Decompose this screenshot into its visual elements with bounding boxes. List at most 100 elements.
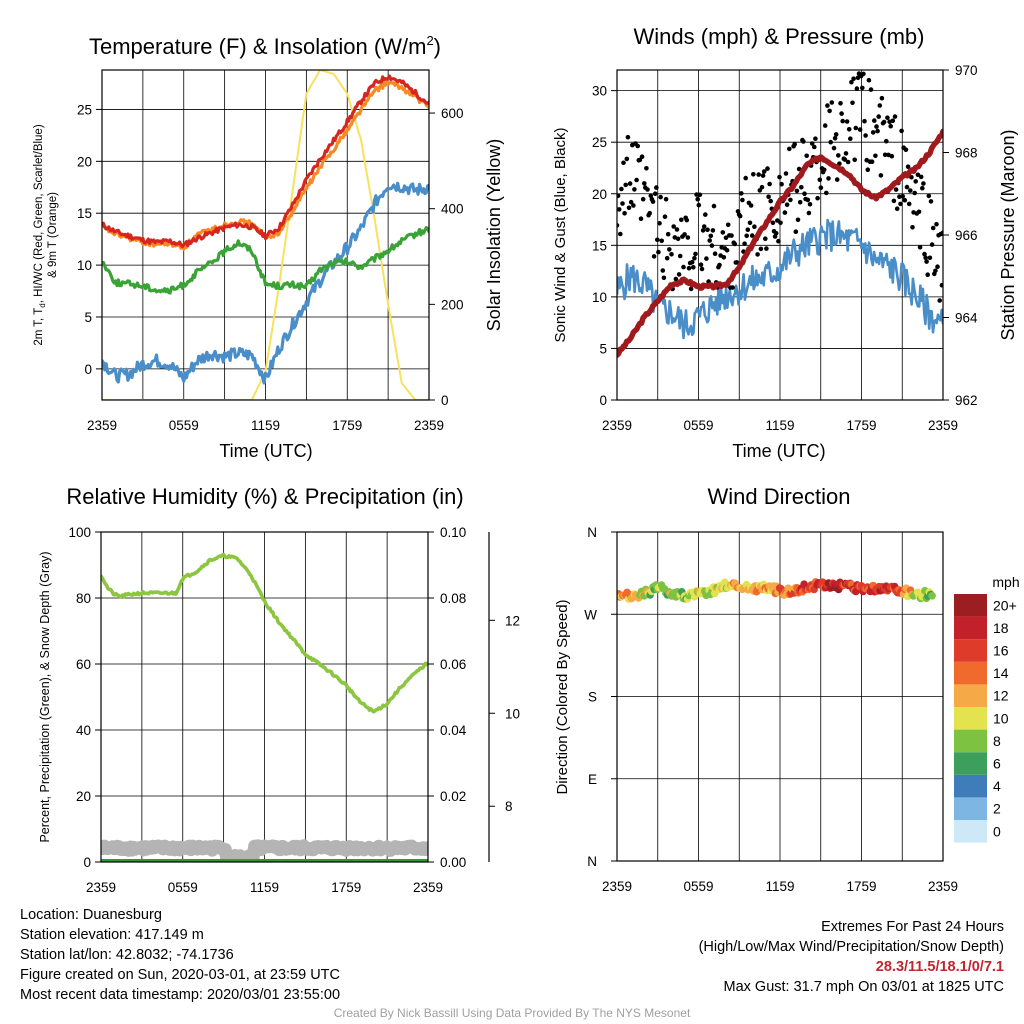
- gust-point: [802, 191, 807, 196]
- gust-point: [829, 100, 835, 105]
- gust-point: [854, 86, 860, 91]
- direction-x-tick-label: 0559: [683, 879, 713, 894]
- gust-point: [761, 169, 767, 174]
- gust-point: [784, 202, 790, 207]
- temperature-series-red: [102, 74, 429, 249]
- humidity-grid: [101, 532, 428, 862]
- gust-point: [765, 166, 770, 171]
- temperature-y-tick-label: 5: [84, 310, 92, 325]
- humidity-y2-tick-label: 0.06: [440, 657, 466, 672]
- gust-point: [912, 190, 917, 196]
- temperature-panel: Temperature (F) & Insolation (W/m2) 0 5 10…: [33, 33, 504, 461]
- gust-point: [637, 157, 643, 163]
- humidity-ylabel-left: Percent, Precipitation (Green), & Snow D…: [38, 551, 52, 842]
- gust-point: [822, 123, 828, 128]
- humidity-y-tick-label: 40: [76, 723, 91, 738]
- gust-point: [692, 255, 697, 261]
- gust-point: [767, 181, 772, 187]
- colorbar-swatch: [954, 594, 987, 617]
- humidity-x-tick-label: 0559: [168, 880, 198, 895]
- winds-series-maroon: [617, 128, 943, 358]
- humidity-series-snow: [101, 839, 428, 862]
- gust-point: [632, 187, 637, 192]
- colorbar-label: 12: [993, 688, 1009, 704]
- station-elevation: Station elevation: 417.149 m: [20, 927, 204, 943]
- temperature-y2-tick-label: 400: [441, 202, 464, 217]
- gust-point: [818, 185, 824, 190]
- gust-point: [671, 224, 676, 229]
- gust-point: [660, 268, 666, 273]
- temperature-ylabel-left-line2: & 9m T (Orange): [47, 192, 59, 278]
- gust-point: [836, 153, 841, 158]
- gust-point: [831, 145, 837, 151]
- direction-y-tick-label: S: [588, 690, 597, 705]
- gust-point: [703, 212, 708, 217]
- gust-point: [778, 220, 783, 226]
- gust-point: [711, 203, 717, 209]
- gust-point: [923, 255, 928, 260]
- gust-point: [748, 203, 754, 208]
- gust-point: [922, 251, 927, 257]
- gust-point: [894, 206, 900, 211]
- gust-point: [665, 231, 671, 237]
- temperature-x-tick-label: 2359: [87, 418, 117, 433]
- gust-point: [826, 176, 831, 181]
- gust-point: [691, 265, 696, 270]
- gust-point: [805, 197, 811, 203]
- gust-point: [743, 175, 748, 181]
- snow-depth-tick-label: 8: [505, 799, 513, 814]
- gust-point: [664, 255, 670, 261]
- winds-y2-tick-label: 966: [955, 228, 978, 243]
- gust-point: [817, 177, 823, 183]
- gust-point: [884, 138, 889, 144]
- temperature-series: [102, 70, 429, 400]
- temperature-series-blue: [102, 181, 429, 385]
- gust-point: [628, 199, 634, 205]
- temperature-ylabel-right: Solar Insolation (Yellow): [484, 139, 504, 331]
- direction-ylabel-left: Direction (Colored By Speed): [554, 599, 571, 794]
- temperature-y-tick-label: 15: [77, 206, 92, 221]
- gust-point: [747, 220, 753, 226]
- speed-colorbar: 0 2 4 6 8 10 12 14 16 18 20+: [954, 594, 1017, 843]
- gust-point: [890, 118, 896, 124]
- gust-point: [667, 247, 672, 252]
- gust-point: [775, 218, 780, 223]
- gust-point: [764, 246, 769, 251]
- gust-point: [618, 231, 623, 237]
- gust-point: [751, 172, 756, 177]
- gust-point: [843, 151, 849, 156]
- temperature-x-tick-label: 2359: [414, 418, 444, 433]
- gust-point: [925, 272, 930, 278]
- gust-point: [832, 135, 838, 141]
- gust-point: [870, 130, 876, 135]
- temperature-y-tick-label: 25: [77, 102, 92, 117]
- gust-point: [852, 157, 857, 163]
- colorbar-swatch: [954, 752, 987, 775]
- gust-point: [699, 266, 705, 272]
- extremes-title: Extremes For Past 24 Hours: [821, 919, 1004, 935]
- colorbar-swatch: [954, 820, 987, 843]
- gust-point: [679, 217, 684, 223]
- gust-point: [844, 119, 850, 124]
- humidity-x-tick-label: 1159: [250, 880, 279, 895]
- gust-point: [875, 128, 880, 134]
- temperature-y-tick-label: 20: [77, 154, 92, 169]
- gust-point: [749, 233, 755, 238]
- humidity-ticks: 0 20 40 60 80 100 0.00 0.02 0.04 0.06 0.08 0.10 8 10 1…: [68, 525, 520, 895]
- gust-point: [812, 144, 817, 150]
- gust-point: [900, 194, 905, 199]
- gust-point: [650, 199, 656, 204]
- extremes-values: 28.3/11.5/18.1/0/7.1: [875, 959, 1004, 975]
- gust-point: [910, 225, 915, 230]
- gust-point: [915, 172, 921, 178]
- gust-point: [752, 224, 757, 229]
- colorbar-label: 4: [993, 778, 1001, 794]
- gust-point: [921, 181, 926, 186]
- direction-y-tick-label: N: [587, 525, 597, 540]
- gust-point: [924, 259, 929, 264]
- winds-y-tick-label: 15: [592, 238, 607, 253]
- gust-point: [758, 246, 764, 252]
- gust-point: [857, 127, 863, 132]
- gust-point: [806, 210, 812, 216]
- gust-point: [881, 119, 887, 125]
